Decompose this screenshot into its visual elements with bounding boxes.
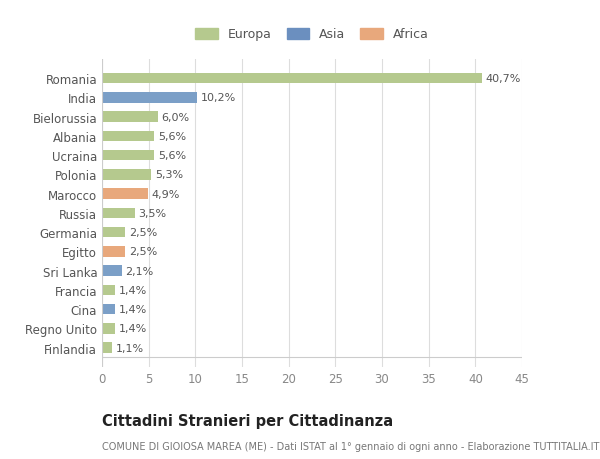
Text: 6,0%: 6,0% — [162, 112, 190, 123]
Text: 10,2%: 10,2% — [201, 93, 236, 103]
Text: Cittadini Stranieri per Cittadinanza: Cittadini Stranieri per Cittadinanza — [102, 413, 393, 428]
Text: 2,5%: 2,5% — [129, 247, 157, 257]
Bar — [102, 266, 122, 276]
Bar — [102, 93, 197, 103]
Bar — [102, 246, 125, 257]
Bar — [102, 343, 112, 353]
Bar — [102, 131, 154, 142]
Text: 1,1%: 1,1% — [116, 343, 144, 353]
Text: 1,4%: 1,4% — [119, 285, 147, 295]
Legend: Europa, Asia, Africa: Europa, Asia, Africa — [193, 26, 431, 44]
Text: 4,9%: 4,9% — [151, 189, 180, 199]
Bar — [102, 151, 154, 161]
Bar — [102, 73, 482, 84]
Bar — [102, 324, 115, 334]
Text: 2,1%: 2,1% — [125, 266, 154, 276]
Bar — [102, 285, 115, 296]
Bar — [102, 112, 158, 123]
Bar — [102, 227, 125, 238]
Text: 1,4%: 1,4% — [119, 324, 147, 334]
Bar — [102, 304, 115, 315]
Text: 5,3%: 5,3% — [155, 170, 184, 180]
Text: COMUNE DI GIOIOSA MAREA (ME) - Dati ISTAT al 1° gennaio di ogni anno - Elaborazi: COMUNE DI GIOIOSA MAREA (ME) - Dati ISTA… — [102, 441, 599, 451]
Text: 1,4%: 1,4% — [119, 304, 147, 314]
Text: 5,6%: 5,6% — [158, 151, 186, 161]
Text: 2,5%: 2,5% — [129, 228, 157, 238]
Text: 40,7%: 40,7% — [485, 74, 521, 84]
Bar — [102, 208, 134, 219]
Text: 3,5%: 3,5% — [139, 208, 167, 218]
Bar — [102, 189, 148, 200]
Bar — [102, 170, 151, 180]
Text: 5,6%: 5,6% — [158, 132, 186, 141]
